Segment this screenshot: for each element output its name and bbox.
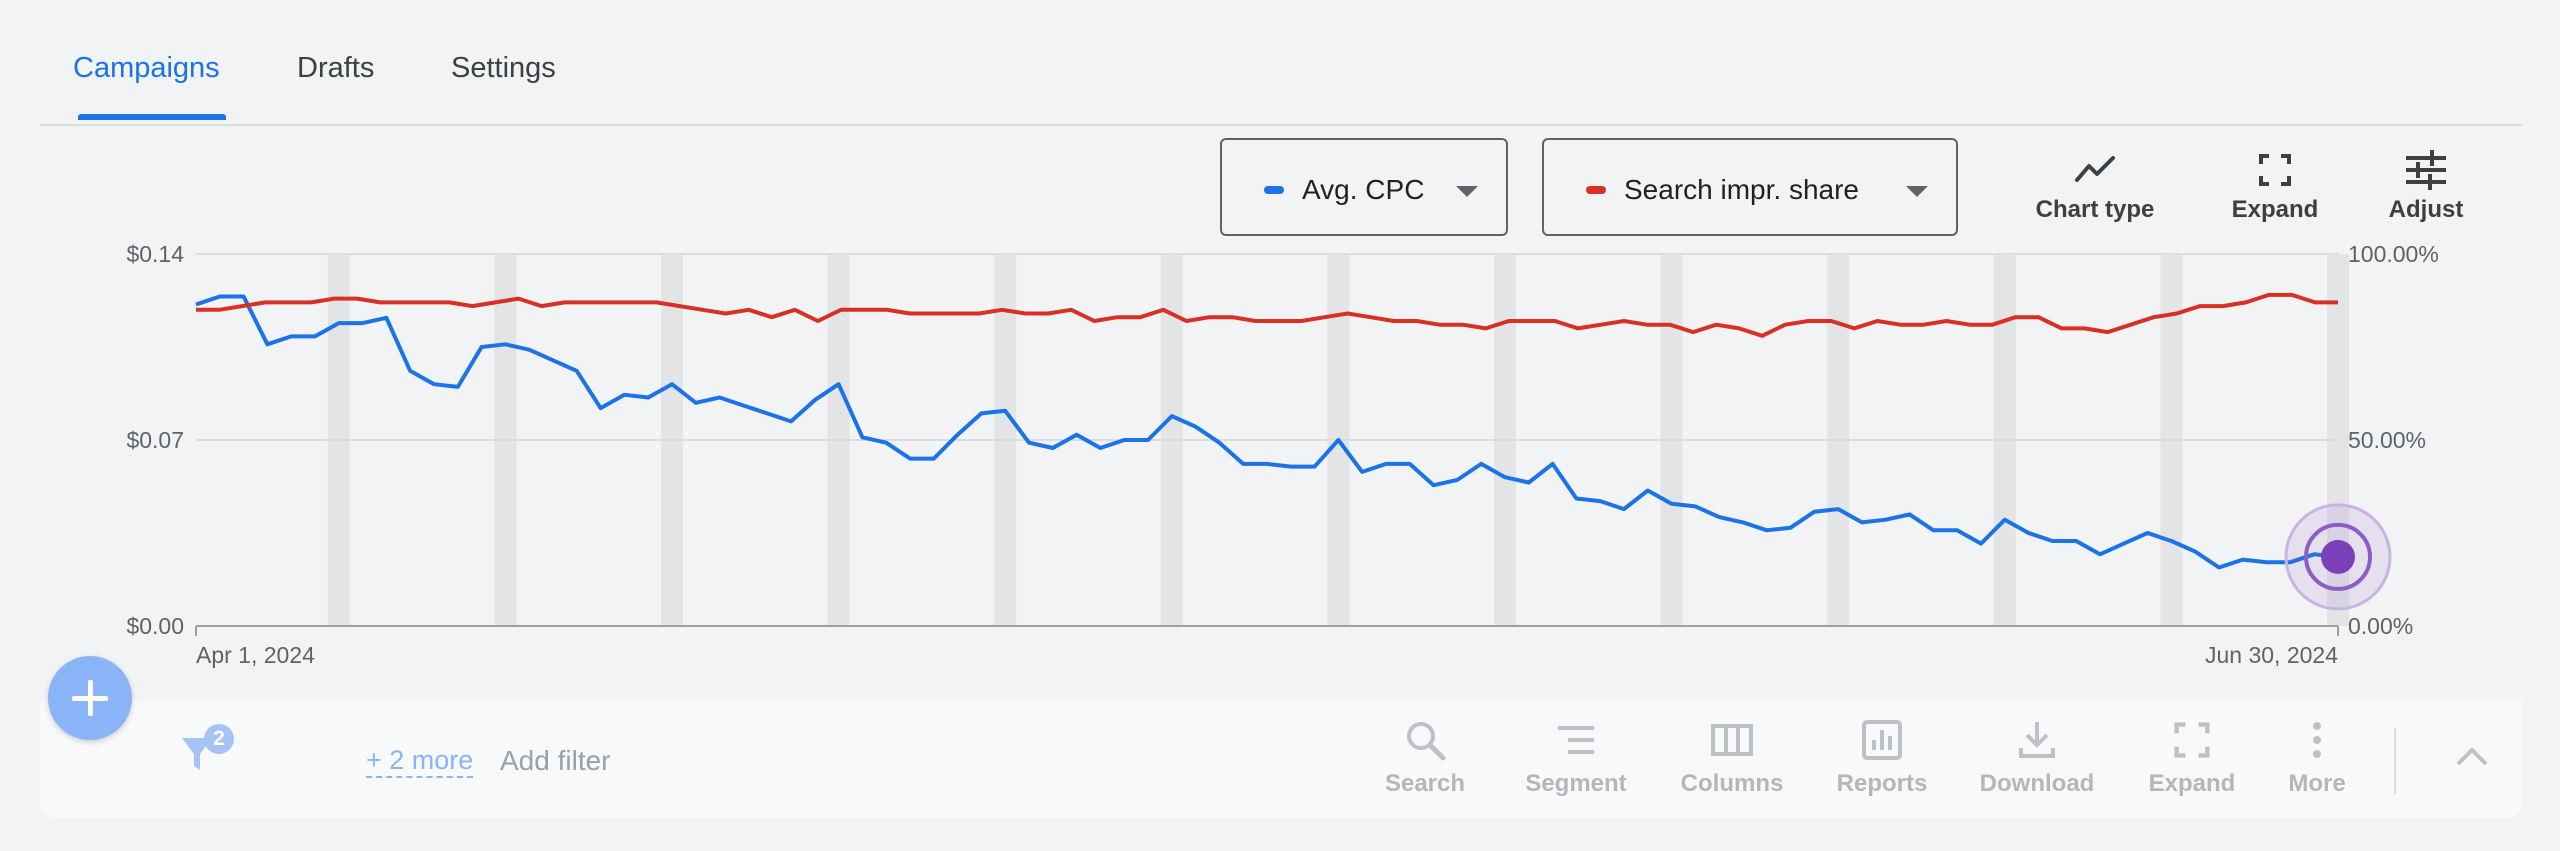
y-left-tick-label: $0.07 <box>126 427 184 453</box>
download-button-label: Download <box>1979 770 2095 797</box>
more-button[interactable]: More <box>2267 718 2367 798</box>
active-tab-indicator <box>78 114 226 120</box>
y-right-tick-label: 0.00% <box>2348 613 2413 639</box>
reports-icon <box>1862 720 1902 760</box>
hover-marker-dot <box>2321 539 2355 574</box>
chevron-down-icon <box>1456 186 1478 197</box>
search-button[interactable]: Search <box>1375 718 1475 798</box>
secondary-metric-selector[interactable]: Search impr. share <box>1542 138 1958 236</box>
campaigns-card <box>40 0 2522 818</box>
adjust-chart-button[interactable]: Adjust <box>2376 150 2476 224</box>
fullscreen-icon <box>2259 154 2291 186</box>
secondary-metric-label: Search impr. share <box>1624 174 1859 205</box>
tab-settings[interactable]: Settings <box>451 52 556 84</box>
more-vert-icon <box>2313 722 2321 758</box>
primary-metric-label: Avg. CPC <box>1302 174 1425 205</box>
chevron-up-icon[interactable] <box>2454 742 2490 770</box>
tab-campaigns[interactable]: Campaigns <box>73 52 220 84</box>
series-line-search-impr-share <box>196 292 2338 338</box>
add-filter-button[interactable]: Add filter <box>500 745 611 776</box>
filter-icon[interactable] <box>180 730 220 778</box>
expand-table-button[interactable]: Expand <box>2142 718 2242 798</box>
table-toolbar <box>40 700 2522 818</box>
chart-type-button[interactable]: Chart type <box>2030 150 2160 224</box>
expand-chart-label: Expand <box>2231 196 2319 223</box>
segment-button-label: Segment <box>1525 770 1627 797</box>
series-line-avg-cpc <box>195 294 2339 570</box>
y-left-tick-label: $0.14 <box>126 241 184 267</box>
expand-table-label: Expand <box>2148 770 2236 797</box>
reports-button-label: Reports <box>1836 770 1928 797</box>
add-fab-button[interactable] <box>48 656 132 740</box>
adjust-chart-label: Adjust <box>2388 196 2464 223</box>
expand-chart-button[interactable]: Expand <box>2225 150 2325 224</box>
y-right-tick-label: 50.00% <box>2348 427 2426 453</box>
columns-icon <box>1711 724 1753 756</box>
search-icon <box>1407 722 1446 761</box>
secondary-metric-swatch <box>1586 186 1606 194</box>
segment-icon <box>1558 726 1594 754</box>
more-filters-link[interactable]: + 2 more <box>366 745 474 778</box>
x-end-label: Jun 30, 2024 <box>2205 642 2338 668</box>
more-button-label: More <box>2288 770 2346 797</box>
download-icon <box>2019 722 2055 758</box>
toolbar-divider <box>2394 728 2396 794</box>
primary-metric-selector[interactable]: Avg. CPC <box>1220 138 1508 236</box>
primary-metric-swatch <box>1264 186 1284 194</box>
tune-icon <box>2406 150 2446 190</box>
tab-drafts[interactable]: Drafts <box>297 52 375 84</box>
chart-type-label: Chart type <box>2035 196 2155 223</box>
reports-button[interactable]: Reports <box>1830 718 1934 798</box>
tab-bar <box>40 0 2522 126</box>
fullscreen-icon <box>2174 722 2210 758</box>
chevron-down-icon <box>1906 186 1928 197</box>
download-button[interactable]: Download <box>1975 718 2099 798</box>
search-button-label: Search <box>1384 770 1466 797</box>
columns-button[interactable]: Columns <box>1677 718 1787 798</box>
segment-button[interactable]: Segment <box>1519 718 1633 798</box>
y-right-tick-label: 100.00% <box>2348 241 2439 267</box>
filter-count-badge: 2 <box>204 724 234 754</box>
x-start-label: Apr 1, 2024 <box>196 642 315 668</box>
performance-chart: $0.14 $0.07 $0.00 100.00% 50.00% 0.00% Apr 1, … <box>126 241 2439 668</box>
line-chart-icon <box>2075 156 2115 182</box>
columns-button-label: Columns <box>1680 770 1784 797</box>
y-left-tick-label: $0.00 <box>126 613 184 639</box>
hover-marker-ring <box>2304 522 2372 591</box>
